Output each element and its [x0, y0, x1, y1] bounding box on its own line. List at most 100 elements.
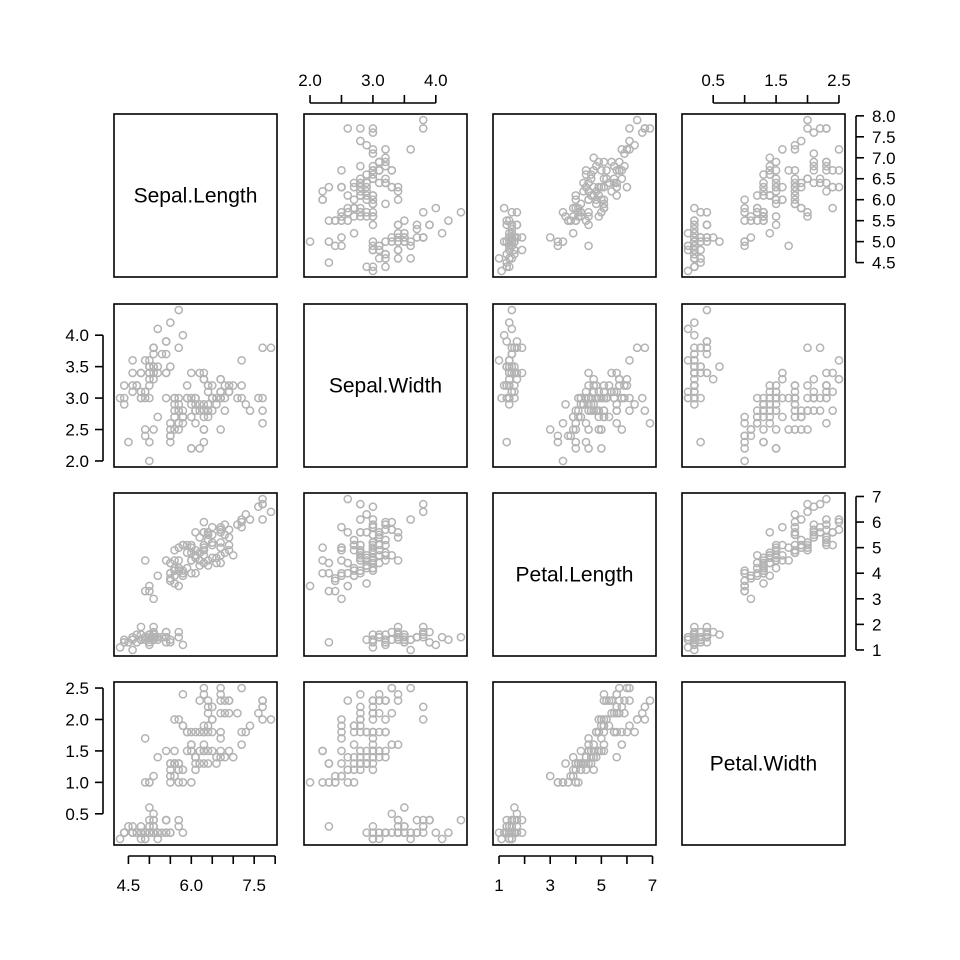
data-point [237, 727, 246, 737]
data-point [136, 834, 146, 844]
data-point [337, 522, 346, 532]
data-point [374, 527, 384, 537]
data-point [368, 540, 378, 550]
panel-frame [303, 681, 468, 846]
data-point [715, 237, 724, 246]
data-point [149, 822, 158, 831]
data-point [400, 228, 409, 238]
data-point [191, 752, 200, 762]
data-point [356, 702, 365, 712]
data-point [381, 696, 390, 705]
data-point [809, 527, 819, 537]
data-point [517, 368, 527, 378]
data-point [431, 203, 441, 213]
data-point [771, 166, 781, 175]
data-point [517, 815, 527, 825]
data-point [689, 262, 699, 272]
data-point [796, 136, 806, 146]
data-point [237, 522, 246, 532]
data-point [368, 746, 378, 756]
data-point [502, 437, 512, 447]
data-point [759, 406, 768, 415]
data-point [599, 157, 609, 167]
data-point [822, 515, 831, 524]
data-point [803, 212, 812, 221]
data-point [318, 195, 327, 205]
data-point [381, 178, 390, 188]
data-point [203, 727, 213, 737]
data-point [199, 425, 209, 434]
data-point [349, 727, 359, 737]
data-point [318, 778, 327, 787]
panel-r2-c2: Petal.Length [492, 492, 657, 657]
tick-label: 4.5 [872, 254, 896, 273]
data-point [689, 224, 699, 234]
data-point [630, 400, 639, 409]
data-point [368, 752, 378, 762]
data-point [645, 418, 655, 428]
axis-right: 4.5 5.0 5.5 6.0 6.5 7.0 7.5 8.0 [855, 107, 896, 273]
data-point [790, 191, 800, 200]
data-point [170, 771, 179, 781]
data-point [195, 727, 205, 737]
data-point [145, 815, 154, 825]
data-point [145, 640, 154, 650]
data-point [645, 124, 655, 133]
data-point [305, 237, 315, 246]
data-point [765, 527, 775, 537]
data-point [140, 834, 150, 844]
variable-label: Petal.Length [516, 564, 634, 587]
data-point [203, 527, 213, 537]
data-point [330, 576, 340, 586]
data-point [573, 207, 583, 217]
data-point [561, 400, 570, 409]
data-point [778, 393, 787, 403]
data-point [393, 233, 403, 242]
data-point [765, 553, 775, 563]
data-point [149, 630, 158, 639]
data-point [237, 683, 246, 693]
data-point [771, 381, 781, 390]
data-point [602, 174, 611, 184]
data-point [689, 318, 699, 327]
data-point [609, 727, 619, 737]
data-point [178, 828, 188, 838]
data-point [343, 765, 353, 775]
data-point [233, 708, 242, 718]
data-point [368, 759, 378, 768]
data-point [579, 759, 588, 768]
data-point [174, 406, 184, 415]
data-point [622, 381, 632, 390]
data-point [170, 759, 179, 768]
data-point [444, 828, 453, 838]
data-point [186, 400, 196, 409]
data-point [343, 494, 353, 504]
data-point [368, 828, 378, 838]
data-point [683, 245, 693, 255]
data-point [356, 708, 365, 718]
data-point [356, 689, 365, 699]
data-point [241, 727, 251, 737]
data-point [119, 828, 129, 838]
data-point [374, 708, 384, 718]
data-point [166, 778, 175, 787]
data-point [740, 581, 749, 591]
data-point [696, 207, 705, 217]
data-point [387, 740, 397, 749]
data-point [510, 828, 519, 838]
data-point [614, 683, 624, 693]
data-point [796, 515, 806, 524]
data-point [186, 444, 196, 453]
data-point [504, 237, 514, 246]
data-point [324, 216, 334, 225]
data-point [561, 759, 570, 768]
panel-r0-c3 [681, 113, 846, 278]
data-point [545, 233, 555, 242]
tick-label: 5 [597, 876, 606, 895]
data-point [224, 381, 234, 390]
data-point [599, 393, 609, 403]
data-point [381, 161, 390, 171]
data-point [640, 124, 650, 133]
data-point [199, 517, 209, 527]
data-point [512, 220, 522, 230]
